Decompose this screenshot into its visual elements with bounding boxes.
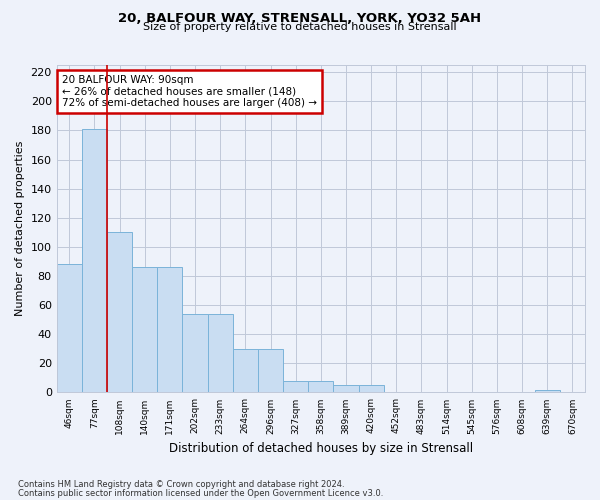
Bar [308, 381, 334, 392]
X-axis label: Distribution of detached houses by size in Strensall: Distribution of detached houses by size … [169, 442, 473, 455]
Bar [208, 314, 233, 392]
Bar [283, 381, 308, 392]
Text: Contains public sector information licensed under the Open Government Licence v3: Contains public sector information licen… [18, 489, 383, 498]
Bar [535, 390, 560, 392]
Bar [182, 314, 208, 392]
Bar [233, 349, 258, 393]
Bar [132, 268, 157, 392]
Bar [258, 349, 283, 393]
Bar [334, 385, 359, 392]
Text: 20 BALFOUR WAY: 90sqm
← 26% of detached houses are smaller (148)
72% of semi-det: 20 BALFOUR WAY: 90sqm ← 26% of detached … [62, 75, 317, 108]
Bar [56, 264, 82, 392]
Bar [359, 385, 384, 392]
Bar [157, 268, 182, 392]
Text: Contains HM Land Registry data © Crown copyright and database right 2024.: Contains HM Land Registry data © Crown c… [18, 480, 344, 489]
Text: Size of property relative to detached houses in Strensall: Size of property relative to detached ho… [143, 22, 457, 32]
Bar [107, 232, 132, 392]
Y-axis label: Number of detached properties: Number of detached properties [15, 141, 25, 316]
Text: 20, BALFOUR WAY, STRENSALL, YORK, YO32 5AH: 20, BALFOUR WAY, STRENSALL, YORK, YO32 5… [118, 12, 482, 26]
Bar [82, 129, 107, 392]
